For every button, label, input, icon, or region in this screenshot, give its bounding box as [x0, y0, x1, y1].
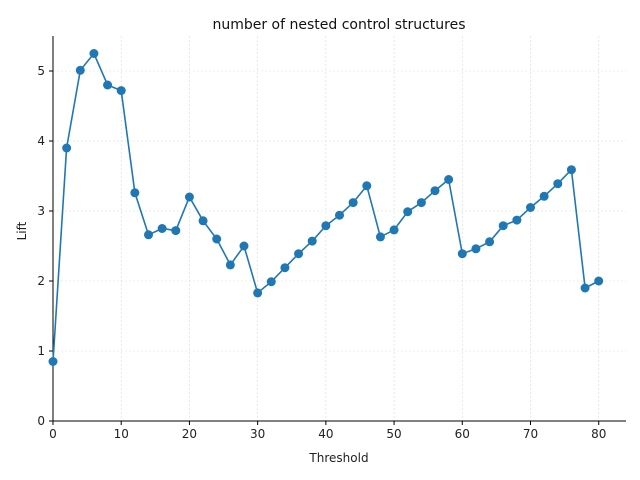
x-tick-label: 40	[318, 427, 333, 441]
x-tick-label: 60	[455, 427, 470, 441]
y-tick-label: 0	[37, 414, 45, 428]
data-point	[171, 226, 181, 236]
data-point	[389, 225, 399, 235]
data-point	[416, 198, 426, 208]
data-point	[580, 283, 590, 293]
data-point	[307, 236, 317, 246]
x-ticks: 0 10 20 30 40 50 60 70 80	[49, 421, 606, 441]
data-point	[225, 260, 235, 270]
data-point	[566, 165, 576, 175]
data-point	[103, 80, 113, 90]
data-point	[362, 181, 372, 191]
data-point	[321, 221, 331, 231]
data-point	[266, 277, 276, 287]
y-tick-label: 2	[37, 274, 45, 288]
chart-title: number of nested control structures	[212, 17, 465, 33]
y-tick-label: 4	[37, 134, 45, 148]
series	[48, 49, 604, 366]
x-axis-title: Threshold	[308, 451, 368, 465]
grid	[53, 36, 626, 421]
data-point	[212, 234, 222, 244]
y-axis-title: Lift	[15, 221, 29, 240]
data-point	[144, 230, 153, 240]
data-point	[471, 244, 481, 254]
data-point	[48, 357, 58, 366]
data-point	[294, 249, 304, 259]
data-point	[444, 175, 454, 184]
data-point	[348, 198, 358, 208]
series-line	[52, 51, 600, 362]
x-tick-label: 10	[114, 427, 129, 441]
data-point	[539, 191, 549, 201]
data-point	[62, 143, 72, 153]
data-point	[430, 186, 440, 196]
y-tick-label: 3	[37, 204, 45, 218]
y-tick-label: 5	[37, 64, 45, 78]
data-point	[130, 188, 140, 198]
data-point	[594, 276, 604, 286]
data-point	[198, 216, 208, 226]
y-tick-label: 1	[37, 344, 45, 358]
data-point	[375, 232, 385, 242]
data-point	[553, 179, 563, 189]
axes	[52, 36, 626, 422]
x-tick-label: 20	[182, 427, 197, 441]
x-tick-label: 80	[591, 427, 606, 441]
x-tick-label: 50	[386, 427, 401, 441]
data-point	[253, 288, 263, 298]
data-point	[526, 203, 535, 212]
data-point	[512, 215, 522, 225]
data-point	[335, 210, 344, 220]
y-ticks: 0 1 2 3 4 5	[37, 64, 53, 428]
data-point	[498, 221, 508, 231]
x-tick-label: 70	[523, 427, 538, 441]
data-point	[75, 65, 85, 75]
data-point	[184, 192, 194, 202]
data-point	[403, 207, 413, 217]
x-tick-label: 30	[250, 427, 265, 441]
data-point	[485, 237, 495, 247]
data-point	[116, 86, 126, 96]
x-tick-label: 0	[49, 427, 57, 441]
data-point	[239, 241, 249, 251]
data-point	[280, 263, 290, 273]
data-point	[89, 49, 99, 58]
data-point	[157, 224, 167, 233]
data-point	[457, 249, 467, 259]
